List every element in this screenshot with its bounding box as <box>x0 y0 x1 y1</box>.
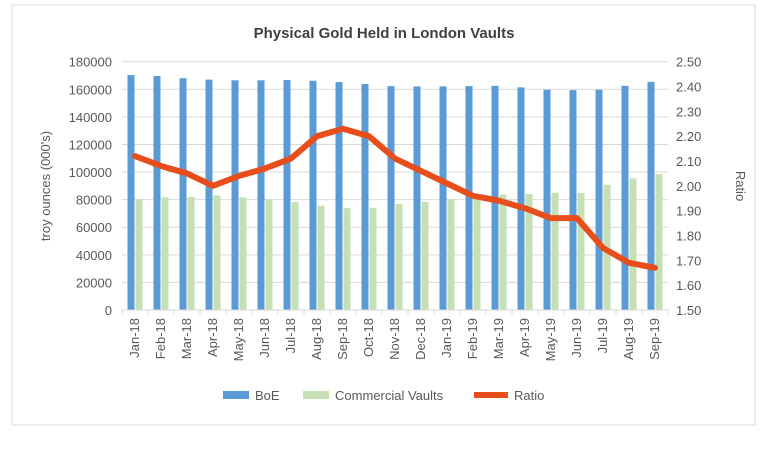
legend-label-ratio: Ratio <box>514 388 544 403</box>
x-tick-label: Apr-19 <box>517 318 532 357</box>
x-tick-label: Mar-19 <box>491 318 506 359</box>
y2-axis-title: Ratio <box>733 171 748 201</box>
x-tick-label: Jun-19 <box>569 318 584 358</box>
y-tick-label: 60000 <box>76 220 112 235</box>
y-tick-label: 100000 <box>69 165 112 180</box>
bar-commercial-vaults <box>239 197 247 310</box>
bar-commercial-vaults <box>447 199 455 310</box>
bar-boe <box>283 80 291 311</box>
x-tick-label: Jan-18 <box>127 318 142 358</box>
legend-swatch-boe <box>223 391 249 399</box>
bar-boe <box>465 86 473 310</box>
y-tick-label: 0 <box>105 303 112 318</box>
bar-boe <box>257 80 265 310</box>
bar-commercial-vaults <box>369 207 377 310</box>
chart-title: Physical Gold Held in London Vaults <box>254 25 515 42</box>
bar-commercial-vaults <box>551 192 559 310</box>
bar-boe <box>413 86 421 310</box>
x-tick-label: Feb-18 <box>153 318 168 359</box>
y2-tick-label: 1.60 <box>676 278 701 293</box>
bar-boe <box>387 86 395 310</box>
bar-commercial-vaults <box>655 173 663 310</box>
x-tick-label: Aug-19 <box>621 318 636 360</box>
x-tick-label: Aug-18 <box>309 318 324 360</box>
y2-tick-label: 1.80 <box>676 229 701 244</box>
bar-boe <box>595 89 603 310</box>
chart-frame <box>11 4 756 426</box>
bar-commercial-vaults <box>343 208 351 310</box>
bar-commercial-vaults <box>395 204 403 310</box>
x-tick-label: May-18 <box>231 318 246 361</box>
bar-commercial-vaults <box>629 178 637 310</box>
bar-commercial-vaults <box>421 201 429 310</box>
y2-tick-label: 2.20 <box>676 129 701 144</box>
bar-commercial-vaults <box>135 199 143 310</box>
x-tick-label: Jul-18 <box>283 318 298 353</box>
y2-tick-label: 1.50 <box>676 303 701 318</box>
x-tick-label: Mar-18 <box>179 318 194 359</box>
bar-commercial-vaults <box>577 193 585 310</box>
bar-commercial-vaults <box>213 195 221 310</box>
bar-boe <box>153 76 161 310</box>
ratio-line <box>132 125 658 271</box>
bar-boe <box>569 90 577 311</box>
x-tick-label: May-19 <box>543 318 558 361</box>
bar-boe <box>647 81 655 310</box>
bar-commercial-vaults <box>161 197 169 310</box>
y2-tick-label: 1.70 <box>676 253 701 268</box>
bar-boe <box>543 89 551 310</box>
x-tick-label: Sep-19 <box>647 318 662 360</box>
y-axis-title: troy ounces (000's) <box>38 131 53 241</box>
x-tick-label: Apr-18 <box>205 318 220 357</box>
bar-boe <box>231 80 239 310</box>
y-tick-label: 180000 <box>69 55 112 70</box>
y2-tick-label: 2.50 <box>676 55 701 70</box>
y-tick-label: 40000 <box>76 248 112 263</box>
bar-boe <box>179 78 187 311</box>
x-tick-label: Nov-18 <box>387 318 402 360</box>
bar-commercial-vaults <box>499 194 507 310</box>
y2-tick-label: 2.40 <box>676 80 701 95</box>
y-tick-label: 140000 <box>69 110 112 125</box>
bar-boe <box>205 79 213 310</box>
x-tick-label: Feb-19 <box>465 318 480 359</box>
y-tick-label: 20000 <box>76 275 112 290</box>
bar-commercial-vaults <box>473 199 481 310</box>
legend-label-commercial-vaults: Commercial Vaults <box>335 388 444 403</box>
bar-boe <box>361 84 369 310</box>
bar-boe <box>309 80 317 311</box>
y2-tick-label: 2.30 <box>676 104 701 119</box>
bar-boe <box>127 75 135 310</box>
bar-boe <box>439 86 447 310</box>
x-tick-label: Jan-19 <box>439 318 454 358</box>
bar-commercial-vaults <box>525 193 533 310</box>
x-tick-label: Jun-18 <box>257 318 272 358</box>
bar-boe <box>621 85 629 311</box>
bar-commercial-vaults <box>187 197 195 310</box>
x-tick-label: Oct-18 <box>361 318 376 357</box>
bar-commercial-vaults <box>265 199 273 310</box>
y2-tick-label: 1.90 <box>676 204 701 219</box>
legend-swatch-commercial-vaults <box>303 391 329 399</box>
bar-boe <box>335 82 343 310</box>
y-tick-label: 80000 <box>76 193 112 208</box>
bar-boe <box>517 87 525 310</box>
y-tick-label: 160000 <box>69 82 112 97</box>
x-tick-label: Dec-18 <box>413 318 428 360</box>
x-tick-label: Jul-19 <box>595 318 610 353</box>
y2-tick-label: 2.00 <box>676 179 701 194</box>
y2-tick-label: 2.10 <box>676 154 701 169</box>
legend-label-boe: BoE <box>255 388 280 403</box>
bar-commercial-vaults <box>291 201 299 310</box>
bar-commercial-vaults <box>317 205 325 310</box>
y-tick-label: 120000 <box>69 137 112 152</box>
x-tick-label: Sep-18 <box>335 318 350 360</box>
